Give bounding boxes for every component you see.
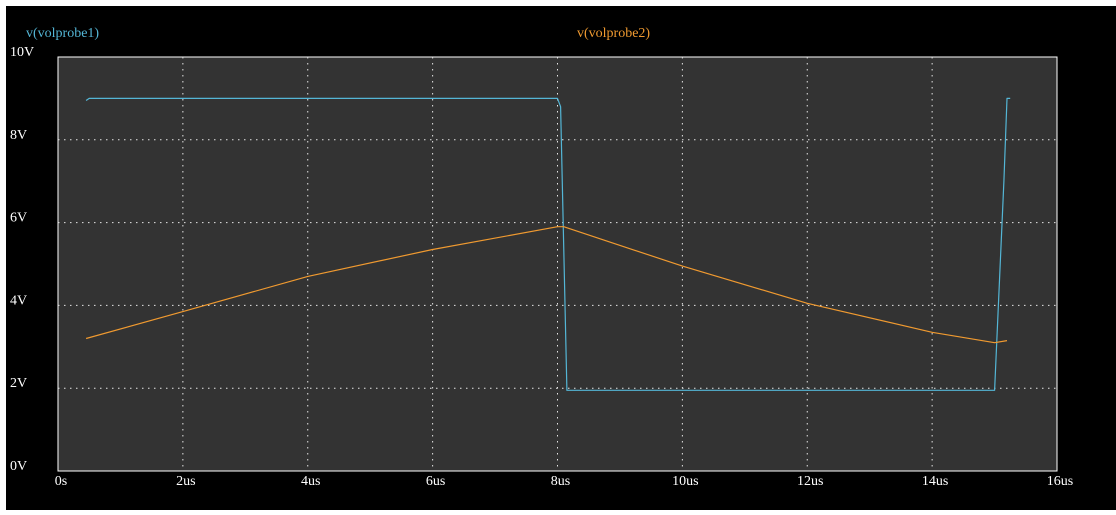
y-tick-label-1: 2V: [10, 376, 27, 391]
x-tick-label-0: 0s: [55, 474, 67, 489]
plot-area: [57, 56, 1058, 472]
y-tick-label-5: 10V: [10, 45, 34, 60]
grid-lines: [58, 57, 1057, 471]
x-tick-label-6: 12us: [797, 474, 823, 489]
legend-volprobe1: v(volprobe1): [26, 26, 99, 41]
legend-volprobe2: v(volprobe2): [577, 26, 650, 41]
x-tick-label-4: 8us: [551, 474, 570, 489]
x-tick-label-3: 6us: [426, 474, 445, 489]
x-tick-label-5: 10us: [672, 474, 698, 489]
y-tick-labels: 0V 2V 4V 6V 8V 10V: [10, 45, 34, 474]
x-tick-label-1: 2us: [176, 474, 195, 489]
x-tick-label-2: 4us: [301, 474, 320, 489]
y-tick-label-0: 0V: [10, 459, 27, 474]
trace-series-2: [85, 226, 1008, 344]
y-tick-label-4: 8V: [10, 128, 27, 143]
x-tick-label-8: 16us: [1047, 474, 1073, 489]
traces: [85, 97, 1011, 391]
y-tick-label-2: 4V: [10, 293, 27, 308]
x-tick-label-7: 14us: [922, 474, 948, 489]
x-tick-labels: 0s 2us 4us 6us 8us 10us 12us 14us 16us: [55, 474, 1073, 489]
y-tick-label-3: 6V: [10, 211, 27, 226]
trace-series-1: [85, 97, 1011, 391]
